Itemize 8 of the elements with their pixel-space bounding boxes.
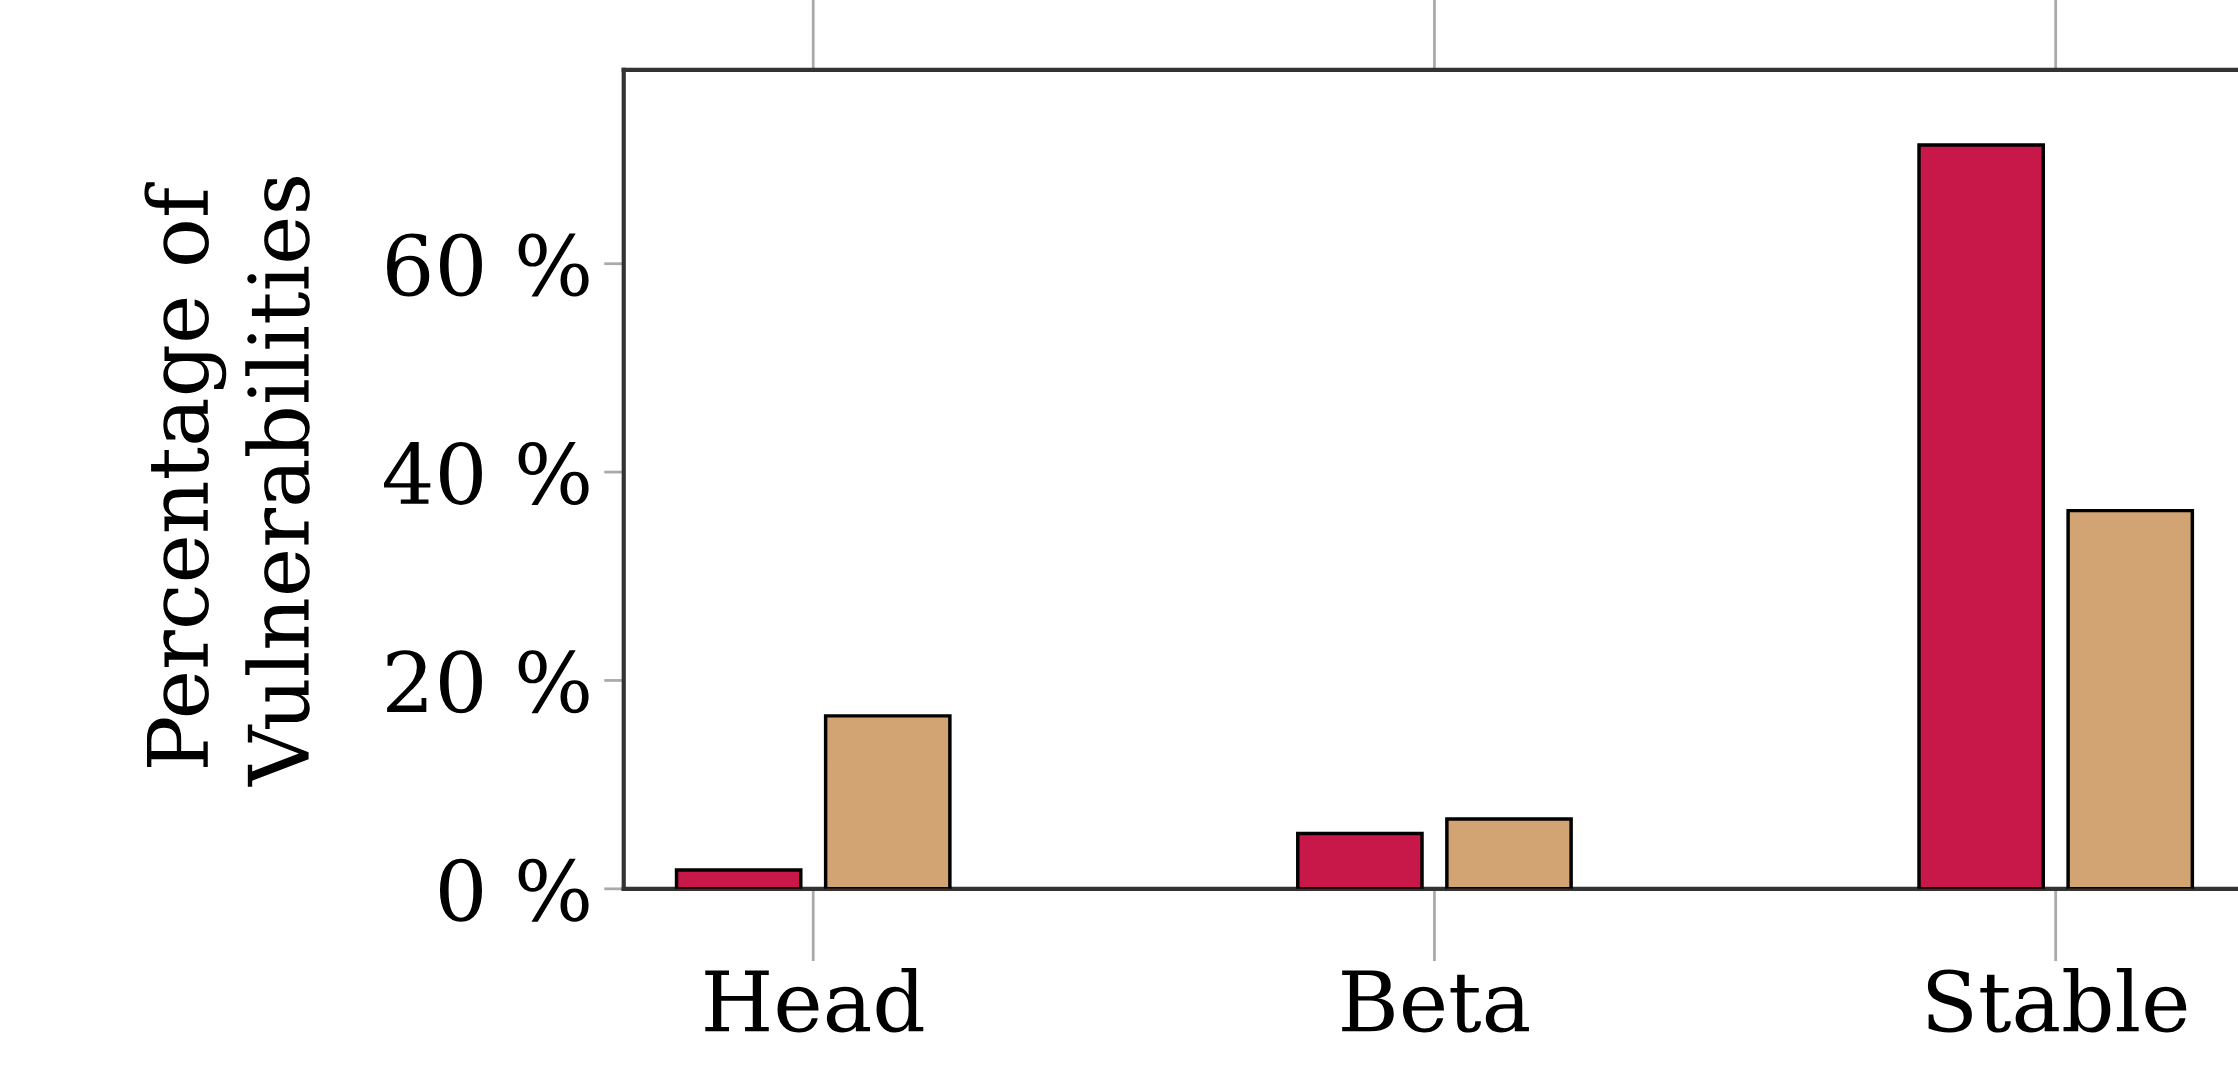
y-tick-label: 0 % bbox=[439, 858, 589, 922]
y-tick-label: 40 % bbox=[384, 441, 589, 505]
y-axis-title: Percentage of Vulnerabilities bbox=[144, 177, 310, 787]
x-tick-label: Stable bbox=[1927, 967, 2187, 1033]
x-tick-label: Head bbox=[705, 967, 924, 1033]
y-tick-label: 60 % bbox=[387, 233, 589, 297]
y-tick-label: 20 % bbox=[387, 650, 589, 714]
x-tick-label: Beta bbox=[1342, 970, 1529, 1033]
